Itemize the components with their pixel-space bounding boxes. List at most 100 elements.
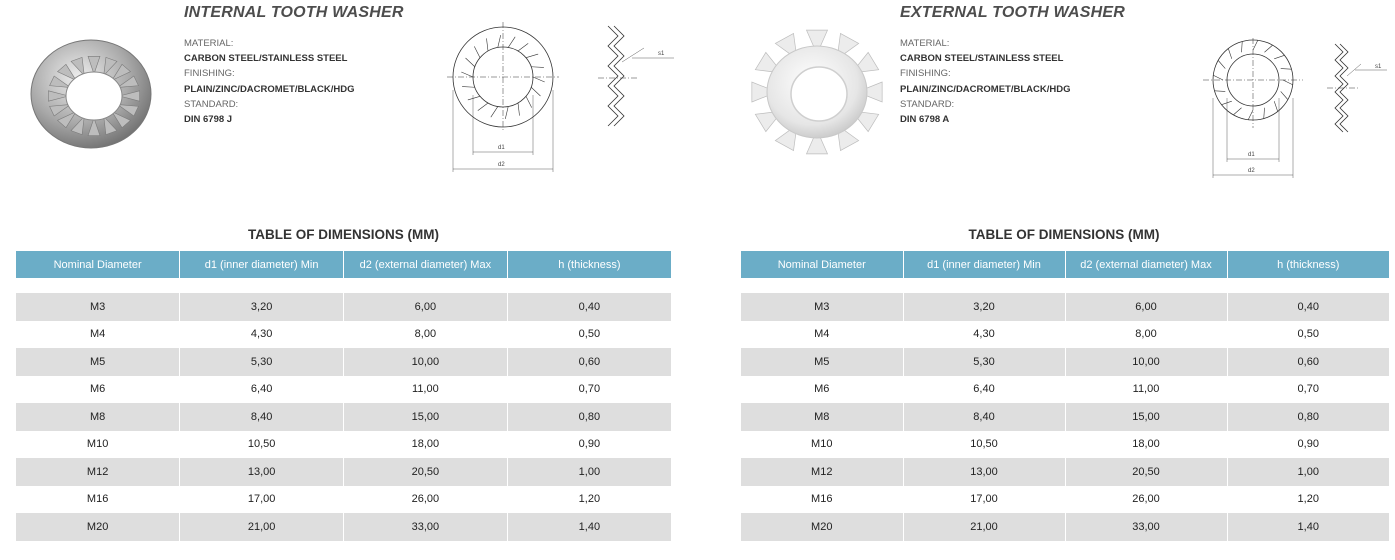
cell-thickness: 0,70: [507, 375, 671, 403]
table-row: M20 21,00 33,00 1,40: [16, 513, 671, 541]
drawing-tooth-line: [530, 87, 541, 97]
cell-nominal-diameter: M10: [741, 430, 904, 458]
standard-label: STANDARD:: [900, 98, 955, 110]
internal-washer-front-drawing: d1 d2: [447, 22, 559, 172]
external-washer-side-drawing: s1: [1327, 43, 1387, 133]
internal-washer-panel: INTERNAL TOOTH WASHER MATERIAL: CARBON S…: [0, 0, 690, 560]
table-spacer-row: [741, 278, 1389, 293]
d1-label: d1: [498, 145, 505, 151]
cell-d1: 13,00: [903, 458, 1066, 486]
washer-tooth: [111, 110, 132, 129]
drawing-tooth-line: [1280, 68, 1292, 70]
cell-d2: 11,00: [1065, 375, 1228, 403]
header-thickness: h (thickness): [507, 251, 671, 278]
table-row: M5 5,30 10,00 0,60: [16, 348, 671, 376]
spacer-cell: [16, 278, 671, 293]
table-spacer-row: [16, 278, 671, 293]
table-header-row: Nominal Diameter d1 (inner diameter) Min…: [741, 251, 1389, 278]
header-thickness: h (thickness): [1227, 251, 1389, 278]
table-row: M10 10,50 18,00 0,90: [16, 430, 671, 458]
cell-d1: 4,30: [179, 320, 344, 348]
cell-d2: 15,00: [343, 403, 508, 431]
drawing-tooth-line: [1214, 90, 1226, 92]
product-title: EXTERNAL TOOTH WASHER: [900, 4, 1125, 21]
cell-d2: 18,00: [343, 430, 508, 458]
finishing-value: PLAIN/ZINC/DACROMET/BLACK/HDG: [900, 83, 1071, 95]
washer-tooth: [805, 29, 829, 55]
washer-tooth: [49, 75, 72, 88]
finishing-value: PLAIN/ZINC/DACROMET/BLACK/HDG: [184, 83, 355, 95]
washer-tooth: [111, 63, 132, 82]
drawing-tooth-line: [1241, 41, 1243, 53]
table-row: M4 4,30 8,00 0,50: [741, 320, 1389, 348]
drawing-tooth-line: [532, 76, 545, 83]
cell-d1: 3,20: [179, 293, 344, 321]
cell-d1: 21,00: [903, 513, 1066, 541]
external-tooth-washer-image: [751, 29, 883, 155]
drawing-tooth-line: [1264, 44, 1273, 53]
cell-thickness: 0,50: [507, 320, 671, 348]
material-value: CARBON STEEL/STAINLESS STEEL: [184, 53, 348, 65]
cell-thickness: 0,90: [1227, 430, 1389, 458]
drawing-tooth-line: [504, 106, 509, 120]
table-row: M16 17,00 26,00 1,20: [741, 485, 1389, 513]
cell-nominal-diameter: M6: [16, 375, 181, 403]
cell-thickness: 0,50: [1227, 320, 1389, 348]
table-row: M10 10,50 18,00 0,90: [741, 430, 1389, 458]
table-row: M3 3,20 6,00 0,40: [16, 293, 671, 321]
table-header-row: Nominal Diameter d1 (inner diameter) Min…: [16, 251, 671, 278]
table-title: TABLE OF DIMENSIONS (MM): [248, 227, 439, 242]
washer-tooth: [70, 56, 85, 77]
drawing-tooth-line: [465, 57, 476, 67]
table-row: M5 5,30 10,00 0,60: [741, 348, 1389, 376]
drawing-tooth-line: [1228, 48, 1233, 59]
cell-nominal-diameter: M16: [741, 485, 904, 513]
cell-d2: 15,00: [1065, 403, 1228, 431]
spec-block: MATERIAL: CARBON STEEL/STAINLESS STEEL F…: [184, 36, 354, 127]
d2-label: d2: [498, 162, 505, 168]
drawing-tooth-line: [490, 106, 499, 118]
cell-thickness: 1,00: [507, 458, 671, 486]
washer-tooth: [103, 56, 118, 77]
cell-thickness: 0,60: [1227, 348, 1389, 376]
material-value: CARBON STEEL/STAINLESS STEEL: [900, 53, 1064, 65]
drawing-tooth-line: [462, 86, 475, 88]
table-row: M8 8,40 15,00 0,80: [16, 403, 671, 431]
cell-nominal-diameter: M5: [741, 348, 904, 376]
table-row: M4 4,30 8,00 0,50: [16, 320, 671, 348]
cell-thickness: 1,40: [507, 513, 671, 541]
cell-d1: 17,00: [903, 485, 1066, 513]
cell-nominal-diameter: M3: [16, 293, 181, 321]
finishing-label: FINISHING:: [900, 68, 951, 80]
drawing-tooth-line: [474, 46, 481, 58]
cell-thickness: 1,00: [1227, 458, 1389, 486]
drawing-tooth-line: [461, 71, 474, 78]
finishing-label: FINISHING:: [184, 68, 235, 80]
cell-nominal-diameter: M4: [16, 320, 181, 348]
cell-d2: 26,00: [343, 485, 508, 513]
cell-d2: 20,50: [343, 458, 508, 486]
material-label: MATERIAL:: [184, 38, 234, 49]
cell-d2: 6,00: [1065, 293, 1228, 321]
drawing-tooth-line: [1280, 91, 1289, 100]
cell-d2: 26,00: [1065, 485, 1228, 513]
standard-value: DIN 6798 A: [900, 114, 950, 126]
cell-d1: 5,30: [903, 348, 1066, 376]
drawing-tooth-line: [486, 38, 489, 52]
washer-tooth: [87, 56, 101, 75]
cell-nominal-diameter: M12: [741, 458, 904, 486]
washer-tooth: [56, 63, 77, 82]
cell-thickness: 0,80: [507, 403, 671, 431]
drawing-tooth-line: [1273, 101, 1278, 112]
cell-d1: 10,50: [903, 430, 1066, 458]
cell-d1: 3,20: [903, 293, 1066, 321]
drawing-tooth-line: [1263, 107, 1265, 119]
cell-d1: 6,40: [903, 375, 1066, 403]
table-row: M20 21,00 33,00 1,40: [741, 513, 1389, 541]
table-row: M8 8,40 15,00 0,80: [741, 403, 1389, 431]
external-washer-panel: EXTERNAL TOOTH WASHER MATERIAL: CARBON S…: [725, 0, 1395, 560]
cell-nominal-diameter: M4: [741, 320, 904, 348]
cell-thickness: 0,90: [507, 430, 671, 458]
cell-thickness: 1,20: [507, 485, 671, 513]
cell-nominal-diameter: M3: [741, 293, 904, 321]
